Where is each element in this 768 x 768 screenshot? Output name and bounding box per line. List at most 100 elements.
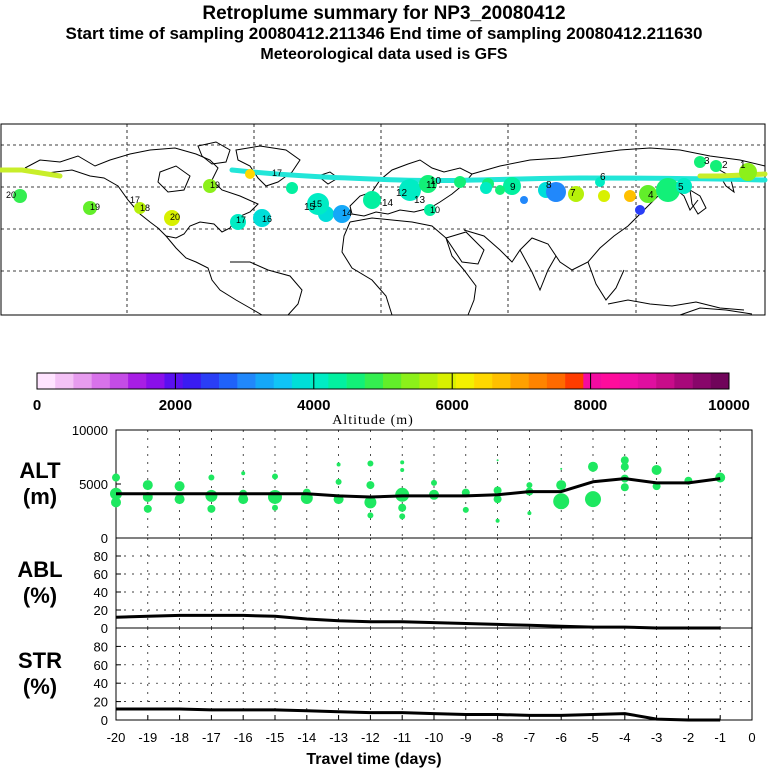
series-line-abl bbox=[115, 613, 721, 630]
colorbar-cell bbox=[255, 373, 275, 389]
x-tick-label: -2 bbox=[683, 730, 695, 745]
scatter-point bbox=[238, 494, 249, 505]
map-day-label: 17 bbox=[272, 168, 282, 178]
map-day-label: 18 bbox=[140, 203, 150, 213]
map-day-label: 15 bbox=[304, 202, 316, 213]
y-tick-label: 40 bbox=[94, 676, 108, 691]
scatter-point bbox=[174, 494, 185, 505]
plume-blob bbox=[656, 178, 680, 202]
sampling-times: Start time of sampling 20080412.211346 E… bbox=[65, 24, 703, 43]
scatter-point bbox=[588, 461, 598, 472]
plume-blob bbox=[419, 175, 437, 193]
map-day-label: 10 bbox=[430, 205, 440, 215]
coast-indonesia bbox=[607, 299, 745, 311]
scatter-point bbox=[620, 462, 629, 471]
plume-blob bbox=[495, 185, 505, 195]
scatter-point bbox=[366, 481, 375, 490]
plume-blob bbox=[253, 209, 271, 227]
colorbar-cell bbox=[492, 373, 511, 389]
plume-blob bbox=[83, 201, 97, 215]
panel-ylabel: ALT bbox=[19, 458, 61, 483]
y-tick-label: 60 bbox=[94, 658, 108, 673]
colorbar-tick-label: 10000 bbox=[708, 397, 750, 414]
plume-blob bbox=[134, 202, 146, 214]
y-tick-label: 10000 bbox=[72, 423, 108, 438]
scatter-point bbox=[111, 497, 121, 508]
map-day-label: 3 bbox=[704, 156, 710, 167]
panel-alt: 10000 5000 0 ALT(m) bbox=[19, 423, 753, 546]
x-tick-label: 0 bbox=[748, 730, 755, 745]
x-tick-label: -18 bbox=[170, 730, 189, 745]
coast-hudson bbox=[157, 165, 191, 193]
map-day-label: 7 bbox=[570, 188, 576, 199]
x-tick-label: -12 bbox=[361, 730, 380, 745]
plume-blob bbox=[546, 182, 566, 202]
panel-abl: 80 60 40 20 0 ABL(%) bbox=[17, 537, 753, 636]
map-day-label: 11 bbox=[426, 180, 437, 191]
map-day-label: 13 bbox=[414, 195, 426, 206]
scatter-point bbox=[367, 460, 374, 467]
scatter-point bbox=[526, 482, 533, 489]
coast-indochina bbox=[587, 261, 625, 301]
x-tick-label: -6 bbox=[555, 730, 567, 745]
colorbar-cell bbox=[401, 373, 420, 389]
plume-blob bbox=[503, 177, 521, 195]
y-tick-label: 0 bbox=[101, 531, 108, 546]
colorbar-cell bbox=[674, 373, 693, 389]
plume-track-west bbox=[0, 167, 63, 179]
x-tick-label: -3 bbox=[651, 730, 663, 745]
scatter-point bbox=[651, 464, 662, 475]
plume-blob bbox=[520, 196, 528, 204]
scatter-point bbox=[431, 479, 437, 486]
map-day-label: 17 bbox=[130, 195, 140, 205]
plume-blob bbox=[13, 189, 27, 203]
panel-ylabel: STR bbox=[18, 648, 62, 673]
coast-africa-west bbox=[341, 221, 393, 316]
scatter-point bbox=[364, 496, 377, 509]
plume-blob bbox=[595, 177, 605, 187]
scatter-point bbox=[335, 478, 342, 485]
scatter-point bbox=[400, 467, 405, 472]
scatter-point bbox=[268, 489, 282, 504]
plume-blob bbox=[307, 193, 329, 215]
series-line-str bbox=[116, 707, 721, 722]
series-line-alt bbox=[116, 477, 721, 499]
colorbar-cell bbox=[55, 373, 74, 389]
colorbar-tick-label: 2000 bbox=[159, 397, 192, 414]
y-tick-label: 40 bbox=[94, 585, 108, 600]
scatter-point bbox=[112, 473, 120, 482]
colorbar-cell bbox=[91, 373, 111, 389]
met-data-note: Meteorological data used is GFS bbox=[260, 46, 508, 63]
scatter-point bbox=[400, 460, 405, 465]
colorbar-cell bbox=[37, 373, 56, 389]
scatter-point bbox=[527, 511, 532, 516]
colorbar-cell bbox=[182, 373, 202, 389]
colorbar-frame bbox=[36, 372, 730, 390]
y-tick-label: 20 bbox=[94, 603, 108, 618]
colorbar-cell bbox=[310, 373, 329, 389]
x-tick-label: -14 bbox=[297, 730, 316, 745]
map-day-label: 19 bbox=[90, 202, 100, 212]
scatter-point bbox=[620, 483, 629, 492]
scatter-point bbox=[143, 504, 152, 513]
plume-blob bbox=[424, 204, 436, 216]
plume-blob bbox=[399, 179, 421, 201]
x-tick-label: -8 bbox=[492, 730, 504, 745]
plume-blob bbox=[598, 190, 610, 202]
plume-blob bbox=[333, 205, 351, 223]
colorbar-cell bbox=[237, 373, 256, 389]
map-day-label: 12 bbox=[396, 188, 408, 199]
scatter-point bbox=[205, 489, 218, 502]
panel-ylabel: ABL bbox=[17, 557, 62, 582]
x-tick-label: -1 bbox=[714, 730, 726, 745]
x-tick-label: -4 bbox=[619, 730, 631, 745]
map-grid bbox=[1, 124, 765, 315]
scatter-point bbox=[241, 471, 246, 476]
plume-blob bbox=[454, 176, 466, 188]
scatter-point bbox=[272, 473, 278, 480]
colorbar-cell bbox=[692, 373, 712, 389]
x-tick-label: -7 bbox=[524, 730, 536, 745]
